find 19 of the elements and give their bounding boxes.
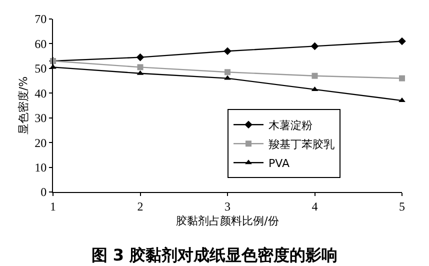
legend-label: 木薯淀粉	[268, 118, 312, 132]
y-tick-label: 30	[34, 111, 47, 126]
x-tick-label: 1	[50, 199, 56, 214]
y-axis-title: 显色密度/%	[17, 76, 30, 135]
x-axis-title: 胶黏剂占颜料比例/份	[176, 214, 279, 228]
y-tick-label: 20	[34, 136, 47, 150]
x-tick-label: 2	[137, 199, 144, 214]
text: 图 3 胶黏剂对成纸显色密度的影响	[91, 246, 338, 265]
x-tick-label: 5	[399, 199, 405, 214]
y-tick-label: 10	[34, 160, 47, 174]
legend-label: 羧基丁苯胶乳	[268, 138, 334, 151]
x-tick-label: 4	[312, 199, 318, 214]
y-tick-label: 60	[34, 36, 47, 51]
legend-label: PVA	[268, 156, 290, 170]
x-tick-label: 3	[224, 199, 230, 214]
y-tick-label: 0	[40, 185, 47, 200]
y-tick-label: 70	[34, 12, 47, 26]
y-tick-label: 50	[34, 62, 47, 76]
y-tick-label: 40	[34, 86, 47, 100]
